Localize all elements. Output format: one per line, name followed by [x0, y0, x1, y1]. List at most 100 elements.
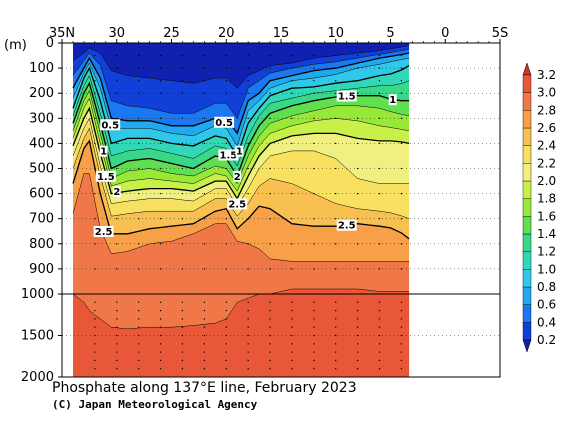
sample-dot [247, 359, 249, 361]
sample-dot [269, 54, 271, 57]
sample-dot [335, 218, 337, 220]
sample-dot [313, 142, 315, 144]
colorbar-label: 2.2 [537, 156, 556, 170]
sample-dot [378, 142, 381, 144]
sample-dot [203, 334, 205, 337]
colorbar-swatch [522, 92, 532, 111]
y-tick-label: 100 [29, 61, 54, 76]
sample-dot [160, 318, 162, 320]
sample-dot [378, 318, 381, 320]
contour-label-bg [95, 170, 116, 182]
sample-dot [313, 80, 315, 82]
sample-dot [116, 92, 118, 94]
colorbar-swatch [522, 198, 532, 217]
sample-dot [203, 243, 205, 245]
band-2.6 [73, 140, 410, 262]
sample-dot [357, 167, 359, 170]
contour-label: 0.5 [101, 120, 119, 131]
y-tick-label: 800 [29, 237, 54, 252]
sample-dot [400, 343, 402, 345]
sample-dot [94, 343, 96, 345]
sample-dot [160, 117, 162, 119]
contour-0.4 [72, 49, 410, 119]
sample-dot [335, 193, 337, 195]
sample-dot [291, 167, 293, 170]
sample-dot [313, 368, 315, 370]
sample-dot [160, 54, 162, 57]
sample-dot [313, 359, 315, 361]
sample-dot [94, 318, 96, 320]
colorbar: 0.2 0.4 0.6 0.8 1.0 1.2 1.4 1.6 1.8 2.0 2.2 2.4 2.6 2… [522, 62, 556, 353]
sample-dot [313, 218, 315, 220]
colorbar-swatch [522, 163, 532, 182]
sample-dot [181, 301, 183, 303]
sample-dot [400, 368, 402, 370]
sample-dot [269, 368, 271, 370]
sample-dot [335, 243, 337, 245]
sample-dot [94, 359, 96, 361]
sample-dot [138, 80, 140, 82]
sample-dot [247, 218, 249, 220]
sample-dot [181, 310, 183, 312]
x-tick-label: 35N [49, 26, 75, 41]
sample-dot [291, 368, 293, 370]
sample-dot [378, 343, 381, 345]
sample-dot [291, 301, 293, 303]
sample-dot [138, 326, 140, 328]
sample-dot [313, 54, 315, 57]
sample-dot [378, 359, 381, 361]
colorbar-label: 2.4 [537, 139, 556, 153]
sample-dot [357, 334, 359, 337]
sample-dot [181, 359, 183, 361]
sample-dot [400, 359, 402, 361]
colorbar-label: 1.4 [537, 227, 556, 241]
sample-dot [181, 368, 183, 370]
y-tick-label: 0 [46, 36, 54, 51]
sample-dot [160, 67, 162, 69]
contour-label: 1.5 [220, 151, 238, 162]
sample-dot [335, 54, 337, 57]
sample-dot [116, 268, 118, 270]
x-tick-label: 0 [441, 26, 449, 41]
colorbar-swatch [522, 127, 532, 146]
sample-dot [247, 92, 249, 94]
sample-dot [400, 117, 402, 119]
contour-label-bg [336, 90, 357, 102]
sample-dot [116, 351, 118, 353]
sample-dot [400, 334, 402, 337]
sample-dot [378, 351, 381, 353]
sample-dot [203, 343, 205, 345]
sample-dot [116, 310, 118, 312]
sample-dot [247, 268, 249, 270]
sample-dot [225, 301, 227, 303]
band-under [73, 43, 410, 89]
sample-dot [400, 301, 402, 303]
colorbar-over-arrow [522, 62, 532, 76]
x-tick-label: 25 [163, 26, 180, 41]
contour-label-bg [235, 145, 244, 157]
sample-dot [378, 218, 381, 220]
sample-dot [160, 218, 162, 220]
contour-label-bg [388, 94, 397, 106]
sample-dot [247, 80, 249, 82]
credit-line: (C) Japan Meteorological Agency [52, 398, 258, 411]
colorbar-label: 2.6 [537, 121, 556, 135]
sample-dot [378, 167, 381, 170]
sample-dot [138, 368, 140, 370]
colorbar-label: 2.0 [537, 174, 556, 188]
sample-dot [160, 359, 162, 361]
sample-dot [357, 117, 359, 119]
sample-dot [247, 343, 249, 345]
sample-dot [400, 92, 402, 94]
sample-dot [313, 326, 315, 328]
sample-dot [400, 218, 402, 220]
contour-label: 1.5 [97, 172, 115, 183]
sample-dot [225, 343, 227, 345]
sample-dot [160, 92, 162, 94]
sample-dot [116, 334, 118, 337]
sample-dot [203, 54, 205, 57]
sample-dot [247, 318, 249, 320]
sample-dot [400, 142, 402, 144]
colorbar-label: 0.8 [537, 280, 556, 294]
colorbar-swatch [522, 322, 532, 341]
